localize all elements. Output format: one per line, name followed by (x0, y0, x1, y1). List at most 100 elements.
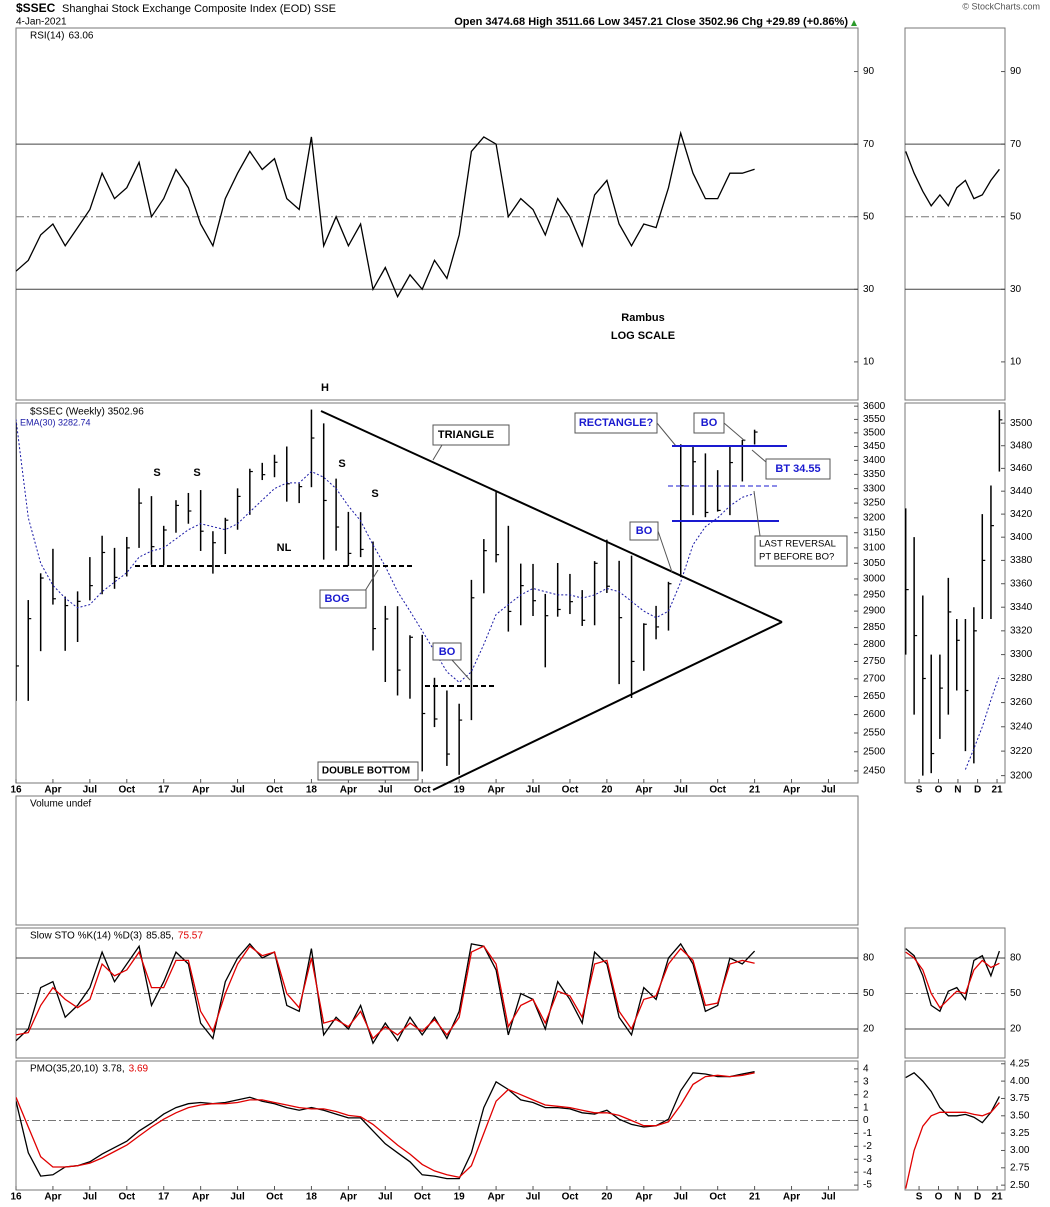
y-tick-label: -1 (863, 1128, 872, 1139)
annotation: S (371, 488, 378, 500)
panel (15, 1060, 859, 1191)
y-tick-label: 30 (863, 284, 875, 295)
y-tick-label: 90 (1010, 66, 1022, 77)
annotation: TRIANGLE (438, 429, 494, 441)
callout (432, 424, 510, 446)
y-tick-label: 2550 (863, 728, 886, 739)
y-tick-label: 3300 (1010, 649, 1033, 660)
y-tick-label: 3250 (863, 498, 886, 509)
x-tick-label: Jul (83, 1192, 98, 1203)
triangle-line (320, 410, 783, 623)
legend-entry: 75.57 (178, 931, 203, 942)
x-tick-label: Oct (414, 1192, 431, 1203)
x-tick-label: 21 (749, 785, 761, 796)
panel (15, 795, 859, 926)
annotation: S (193, 467, 200, 479)
y-tick-label: 20 (863, 1024, 875, 1035)
y-tick-label: 3 (863, 1076, 869, 1087)
y-tick-label: 3150 (863, 527, 886, 538)
y-tick-label: 70 (1010, 139, 1022, 150)
x-tick-label: 20 (601, 1192, 613, 1203)
annotation: NL (277, 542, 292, 554)
y-tick-label: 3460 (1010, 463, 1033, 474)
y-tick-label: 10 (1010, 357, 1022, 368)
series-line (964, 675, 1000, 770)
y-tick-label: 3500 (1010, 418, 1033, 429)
x-tick-label: O (935, 1192, 943, 1203)
symbol: $SSEC (16, 1, 56, 15)
x-tick-label: 21 (991, 785, 1003, 796)
x-tick-label: Oct (562, 785, 579, 796)
plot-area (16, 942, 858, 1045)
plot-area (905, 143, 1005, 290)
y-tick-label: 90 (863, 66, 875, 77)
annotation: Rambus (621, 312, 664, 324)
plot-area (905, 410, 1003, 776)
x-tick-label: Jul (230, 1192, 245, 1203)
x-tick-label: Apr (635, 785, 652, 796)
y-tick-label: 3440 (1010, 486, 1033, 497)
y-tick-label: 2650 (863, 691, 886, 702)
x-tick-label: O (935, 785, 943, 796)
annotation: BO (636, 525, 653, 537)
y-tick-label: 3300 (863, 483, 886, 494)
x-tick-label: Oct (118, 785, 135, 796)
y-tick-label: 10 (863, 357, 875, 368)
y-tick-label: 3050 (863, 558, 886, 569)
y-tick-label: -4 (863, 1167, 872, 1178)
y-tick-label: 4 (863, 1064, 869, 1075)
panel-title: PMO(35,20,10) (30, 1064, 98, 1075)
y-tick-label: 2450 (863, 766, 886, 777)
y-tick-label: 3220 (1010, 746, 1033, 757)
x-tick-label: 21 (991, 1192, 1003, 1203)
panel-title: RSI(14) (30, 31, 64, 42)
y-tick-label: 2950 (863, 590, 886, 601)
x-tick-label: Oct (562, 1192, 579, 1203)
legend-entry: 63.06 (68, 31, 93, 42)
x-tick-label: 16 (10, 785, 22, 796)
y-tick-label: -3 (863, 1154, 872, 1165)
pointer (656, 422, 677, 447)
y-tick-label: 3480 (1010, 440, 1033, 451)
y-tick-label: 0 (863, 1115, 869, 1126)
y-tick-label: 3.75 (1010, 1093, 1030, 1104)
y-tick-label: 3000 (863, 574, 886, 585)
annotation: H (321, 382, 329, 394)
pointer (451, 659, 471, 681)
legend-entry: 3.78, (102, 1064, 124, 1075)
y-tick-label: 3320 (1010, 625, 1033, 636)
y-tick-label: 3600 (863, 401, 886, 412)
y-tick-label: 3100 (863, 543, 886, 554)
x-tick-label: Jul (526, 1192, 541, 1203)
x-tick-label: N (954, 1192, 961, 1203)
y-tick-label: 3.50 (1010, 1110, 1030, 1121)
callout (432, 642, 462, 661)
x-tick-label: Apr (635, 1192, 652, 1203)
y-tick-label: 3240 (1010, 721, 1033, 732)
annotation: DOUBLE BOTTOM (322, 766, 410, 777)
panel (15, 402, 859, 784)
series-line (16, 1072, 755, 1179)
callout (693, 412, 725, 434)
x-tick-label: S (916, 785, 923, 796)
y-tick-label: 4.25 (1010, 1058, 1030, 1069)
y-tick-label: 50 (863, 211, 875, 222)
y-tick-label: 3200 (863, 512, 886, 523)
x-tick-label: Apr (783, 785, 800, 796)
annotation: PT BEFORE BO? (759, 552, 834, 563)
y-tick-label: 2750 (863, 656, 886, 667)
series-line (16, 1071, 755, 1180)
x-tick-label: 16 (10, 1192, 22, 1203)
pointer (432, 444, 443, 461)
y-tick-label: 70 (863, 139, 875, 150)
x-tick-label: Jul (378, 1192, 393, 1203)
y-tick-label: 3500 (863, 427, 886, 438)
callout (629, 521, 659, 541)
x-tick-label: Apr (192, 785, 209, 796)
annotation: BT 34.55 (775, 463, 820, 475)
legend-entry: EMA(30) 3282.74 (20, 417, 91, 427)
annotation: S (153, 467, 160, 479)
x-tick-label: Oct (118, 1192, 135, 1203)
x-tick-label: Apr (340, 1192, 357, 1203)
y-tick-label: 1 (863, 1102, 869, 1113)
